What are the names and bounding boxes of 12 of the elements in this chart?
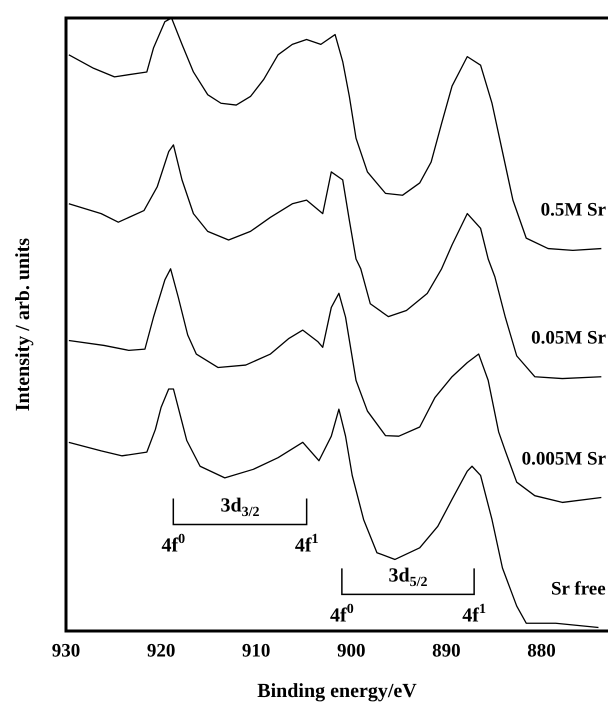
series-label: 0.05M Sr	[531, 328, 607, 349]
series-label: Sr free	[550, 578, 606, 600]
series-label: 0.5M Sr	[540, 199, 607, 220]
y-axis-title: Intensity / arb. units	[12, 238, 34, 412]
series-label: 0.005M Sr	[522, 448, 607, 470]
x-tick-label: 920	[146, 640, 176, 662]
x-axis-title: Binding energy/eV	[257, 680, 418, 702]
x-tick-label: 900	[337, 640, 366, 662]
x-tick-label: 910	[242, 640, 270, 662]
x-tick-label: 930	[52, 640, 80, 662]
x-tick-label: 890	[432, 640, 461, 662]
x-tick-label: 880	[527, 640, 556, 662]
